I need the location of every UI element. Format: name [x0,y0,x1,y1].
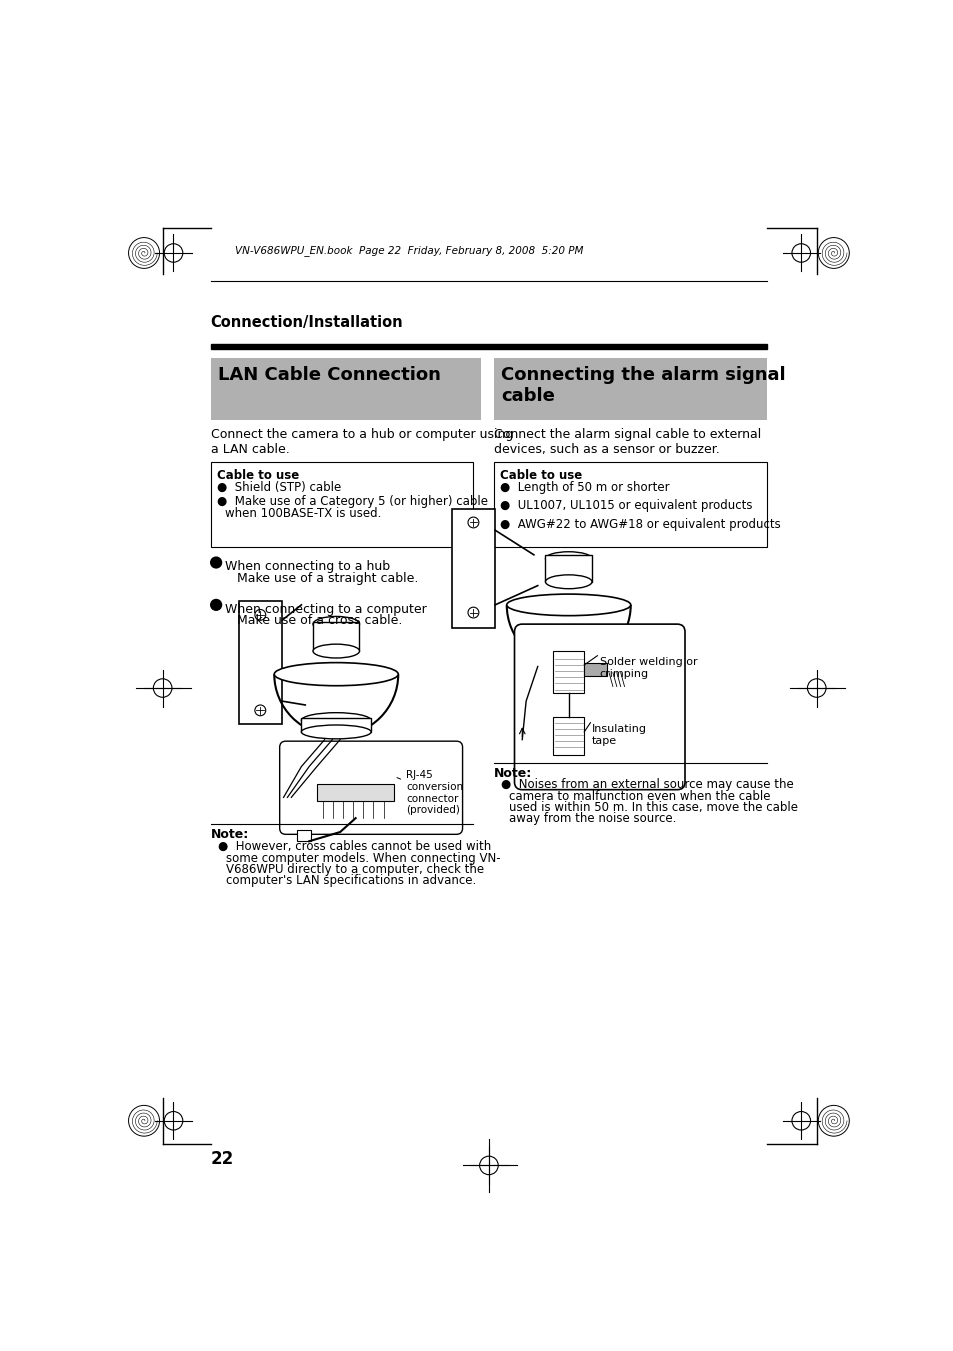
Text: Connect the alarm signal cable to external
devices, such as a sensor or buzzer.: Connect the alarm signal cable to extern… [493,428,760,455]
Bar [313,621,359,651]
Circle shape [468,517,478,528]
FancyBboxPatch shape [279,742,462,835]
Ellipse shape [545,574,592,589]
Text: ●  AWG#22 to AWG#18 or equivalent products: ● AWG#22 to AWG#18 or equivalent product… [499,517,780,531]
Bar [211,358,480,420]
Bar [493,462,766,547]
Ellipse shape [534,642,603,655]
Ellipse shape [506,594,630,616]
Text: VN-V686WPU_EN.book  Page 22  Friday, February 8, 2008  5:20 PM: VN-V686WPU_EN.book Page 22 Friday, Febru… [235,246,583,257]
Text: used is within 50 m. In this case, move the cable: used is within 50 m. In this case, move … [509,801,798,815]
Bar [493,358,766,420]
Text: Cable to use: Cable to use [216,469,299,481]
Text: ●  Make use of a Category 5 (or higher) cable: ● Make use of a Category 5 (or higher) c… [216,494,487,508]
Bar [301,719,371,732]
Text: Solder welding or
crimping: Solder welding or crimping [599,657,697,678]
Bar [211,345,766,349]
Text: when 100BASE-TX is used.: when 100BASE-TX is used. [224,507,380,520]
Text: Cable to use: Cable to use [499,469,581,481]
Ellipse shape [301,713,371,728]
Bar [583,663,607,676]
Ellipse shape [545,551,592,566]
Text: RJ-45
conversion
connector
(provided): RJ-45 conversion connector (provided) [396,770,462,815]
Text: When connecting to a hub: When connecting to a hub [224,561,390,573]
Text: Connect the camera to a hub or computer using
a LAN cable.: Connect the camera to a hub or computer … [211,428,513,455]
Circle shape [254,609,266,620]
Bar [316,785,394,801]
Text: ●  UL1007, UL1015 or equivalent products: ● UL1007, UL1015 or equivalent products [499,500,752,512]
Text: some computer models. When connecting VN-: some computer models. When connecting VN… [226,852,500,865]
Circle shape [468,607,478,617]
Bar [545,555,592,582]
Text: computer's LAN specifications in advance.: computer's LAN specifications in advance… [226,874,476,886]
Text: Note:: Note: [211,828,249,842]
Text: away from the noise source.: away from the noise source. [509,812,676,825]
Bar [297,831,311,842]
Text: Connecting the alarm signal
cable: Connecting the alarm signal cable [500,366,785,405]
Ellipse shape [301,725,371,739]
Bar [534,646,603,661]
Ellipse shape [534,654,603,667]
Circle shape [211,600,221,611]
Text: Make use of a straight cable.: Make use of a straight cable. [236,571,418,585]
Text: V686WPU directly to a computer, check the: V686WPU directly to a computer, check th… [226,863,484,875]
Bar [553,716,583,755]
FancyBboxPatch shape [514,624,684,790]
Text: ●  However, cross cables cannot be used with: ● However, cross cables cannot be used w… [218,840,491,852]
Text: Connection/Installation: Connection/Installation [211,315,403,330]
Circle shape [211,557,221,567]
Ellipse shape [313,616,359,632]
Text: When connecting to a computer: When connecting to a computer [224,603,426,616]
Text: camera to malfunction even when the cable: camera to malfunction even when the cabl… [509,790,770,804]
Text: LAN Cable Connection: LAN Cable Connection [218,366,441,384]
Text: Make use of a cross cable.: Make use of a cross cable. [236,615,402,627]
Bar [211,462,473,547]
Ellipse shape [274,662,397,686]
Text: Insulating
tape: Insulating tape [592,724,646,746]
Bar [239,601,282,724]
Ellipse shape [313,644,359,658]
Text: ●  Length of 50 m or shorter: ● Length of 50 m or shorter [499,481,669,494]
Text: ●  Shield (STP) cable: ● Shield (STP) cable [216,481,341,494]
Text: 22: 22 [211,1150,233,1169]
Bar [452,508,495,628]
Text: Note:: Note: [493,766,531,780]
Text: ●  Noises from an external source may cause the: ● Noises from an external source may cau… [500,778,793,792]
Circle shape [254,705,266,716]
Bar [553,651,583,693]
